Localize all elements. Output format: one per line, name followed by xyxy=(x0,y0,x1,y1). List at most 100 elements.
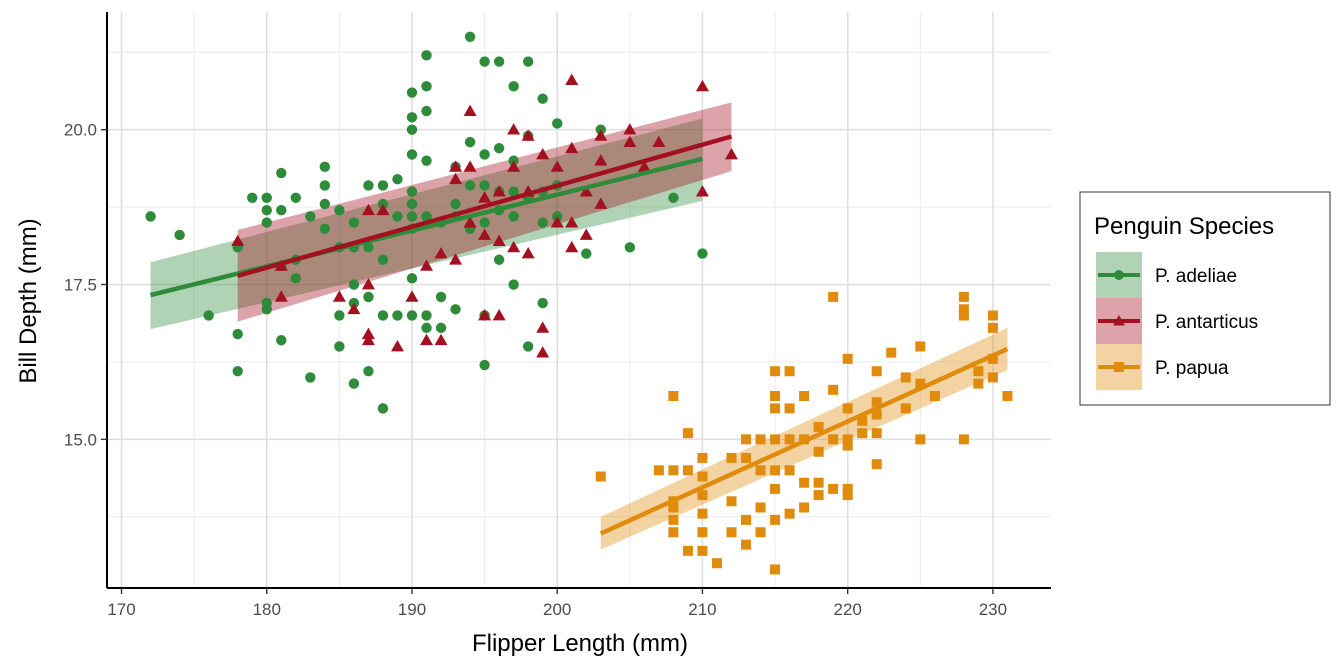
x-tick-label: 210 xyxy=(688,600,716,619)
data-point-circle xyxy=(435,322,447,334)
data-point-circle xyxy=(319,198,331,210)
data-point-square xyxy=(697,527,708,538)
data-point-triangle xyxy=(463,216,477,228)
data-point-circle xyxy=(363,366,374,377)
data-point-triangle xyxy=(550,160,564,172)
data-point-triangle xyxy=(507,240,521,253)
data-point-square xyxy=(711,558,722,569)
data-point-circle xyxy=(537,217,548,228)
data-point-square xyxy=(668,514,679,525)
data-point-circle xyxy=(276,204,287,216)
data-point-circle xyxy=(261,204,272,216)
data-point-circle xyxy=(145,211,156,222)
data-point-triangle xyxy=(376,203,390,216)
data-point-square xyxy=(770,564,781,575)
data-point-circle xyxy=(450,304,461,315)
data-point-triangle xyxy=(332,290,346,302)
data-point-triangle xyxy=(652,135,666,147)
data-point-square xyxy=(958,434,969,445)
data-point-triangle xyxy=(507,123,521,135)
data-point-triangle xyxy=(579,228,593,240)
data-point-square xyxy=(770,465,781,476)
data-point-square xyxy=(770,483,781,494)
data-point-triangle xyxy=(274,290,288,302)
data-point-triangle xyxy=(390,339,404,352)
data-point-triangle xyxy=(478,308,492,321)
data-point-square xyxy=(857,428,868,439)
data-point-circle xyxy=(479,217,490,228)
data-point-triangle xyxy=(536,346,550,358)
data-point-circle xyxy=(421,310,432,321)
y-tick-label: 17.5 xyxy=(64,276,97,295)
data-point-triangle xyxy=(507,160,521,172)
data-point-triangle xyxy=(594,197,608,209)
data-point-square xyxy=(813,490,824,501)
data-point-square xyxy=(871,428,882,439)
data-point-circle xyxy=(479,149,490,160)
data-point-circle xyxy=(508,211,519,222)
data-point-square xyxy=(755,465,766,476)
data-point-square xyxy=(668,527,679,538)
data-point-square xyxy=(668,465,679,476)
data-point-circle xyxy=(261,192,272,204)
data-point-triangle xyxy=(405,290,419,302)
data-point-square xyxy=(886,347,897,358)
data-point-triangle xyxy=(565,141,579,154)
data-point-circle xyxy=(522,56,534,67)
data-point-triangle xyxy=(565,216,579,228)
data-point-circle xyxy=(247,192,258,204)
data-point-square xyxy=(915,434,926,445)
data-point-triangle xyxy=(521,247,535,259)
data-point-triangle xyxy=(420,259,434,271)
data-point-triangle xyxy=(449,160,463,172)
data-point-square xyxy=(697,508,708,519)
data-point-circle xyxy=(697,248,708,259)
data-point-square xyxy=(755,527,766,538)
data-point-triangle xyxy=(724,147,738,160)
data-point-circle xyxy=(377,403,389,414)
data-point-square xyxy=(770,434,781,445)
data-point-circle xyxy=(261,304,272,315)
data-point-triangle xyxy=(361,278,375,290)
data-point-triangle xyxy=(492,234,506,247)
data-point-square xyxy=(987,310,998,321)
data-point-square xyxy=(682,545,693,556)
axes: 170 180 190 200 210 220 230 15.0 17.5 20.0 xyxy=(64,12,1051,619)
data-point-circle xyxy=(392,174,403,185)
x-tick-label: 230 xyxy=(979,600,1007,619)
data-point-triangle xyxy=(463,160,477,172)
legend-title: Penguin Species xyxy=(1094,213,1274,240)
data-point-triangle xyxy=(434,247,448,259)
data-point-square xyxy=(697,490,708,501)
legend-item-1: P. antarticus xyxy=(1096,298,1258,344)
data-point-triangle xyxy=(420,333,434,346)
data-points xyxy=(145,31,1013,575)
y-tick-label: 20.0 xyxy=(64,121,97,140)
data-point-triangle xyxy=(361,203,375,216)
y-axis-title: Bill Depth (mm) xyxy=(15,218,42,383)
data-point-triangle xyxy=(637,160,651,172)
data-point-circle xyxy=(479,359,490,371)
data-point-triangle xyxy=(594,129,608,141)
data-point-circle xyxy=(305,372,316,383)
data-point-triangle xyxy=(478,191,492,203)
data-point-circle xyxy=(261,217,272,228)
legend-label: P. adeliae xyxy=(1155,266,1237,287)
legend-item-0: P. adeliae xyxy=(1096,252,1237,298)
data-point-circle xyxy=(334,341,345,352)
y-tick-label: 15.0 xyxy=(64,430,97,449)
data-point-square xyxy=(828,384,839,395)
legend-key-marker xyxy=(1114,270,1124,280)
data-point-circle xyxy=(624,242,636,253)
legend-label: P. papua xyxy=(1155,358,1229,379)
data-point-square xyxy=(987,322,998,333)
data-point-square xyxy=(842,490,853,501)
data-point-circle xyxy=(464,31,476,42)
data-point-square xyxy=(842,353,853,364)
data-point-square xyxy=(1002,391,1013,401)
data-point-circle xyxy=(377,254,389,265)
data-point-square xyxy=(871,409,882,420)
data-point-square xyxy=(770,403,781,414)
data-point-circle xyxy=(552,118,563,129)
data-point-circle xyxy=(435,291,447,303)
